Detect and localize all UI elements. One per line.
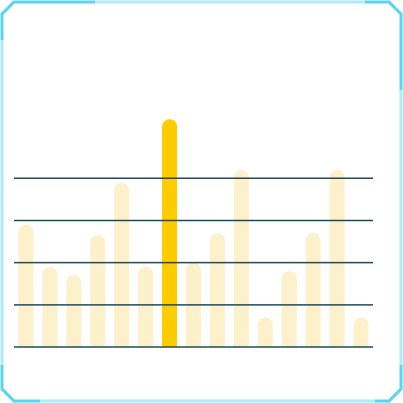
bar (138, 266, 154, 347)
bar (281, 271, 297, 347)
bar (209, 233, 225, 347)
bar (233, 169, 249, 347)
bar (162, 119, 178, 347)
bar (42, 266, 58, 347)
bar (90, 235, 106, 347)
bar (257, 317, 273, 347)
bar (114, 182, 130, 347)
bar (353, 317, 369, 347)
frame-corner (0, 365, 40, 403)
bar (329, 169, 345, 347)
frame-corner (365, 0, 403, 90)
bar (66, 275, 82, 347)
frame-corner (375, 365, 403, 403)
bar (18, 224, 34, 347)
frame-corner (0, 0, 95, 40)
bar (305, 233, 321, 347)
